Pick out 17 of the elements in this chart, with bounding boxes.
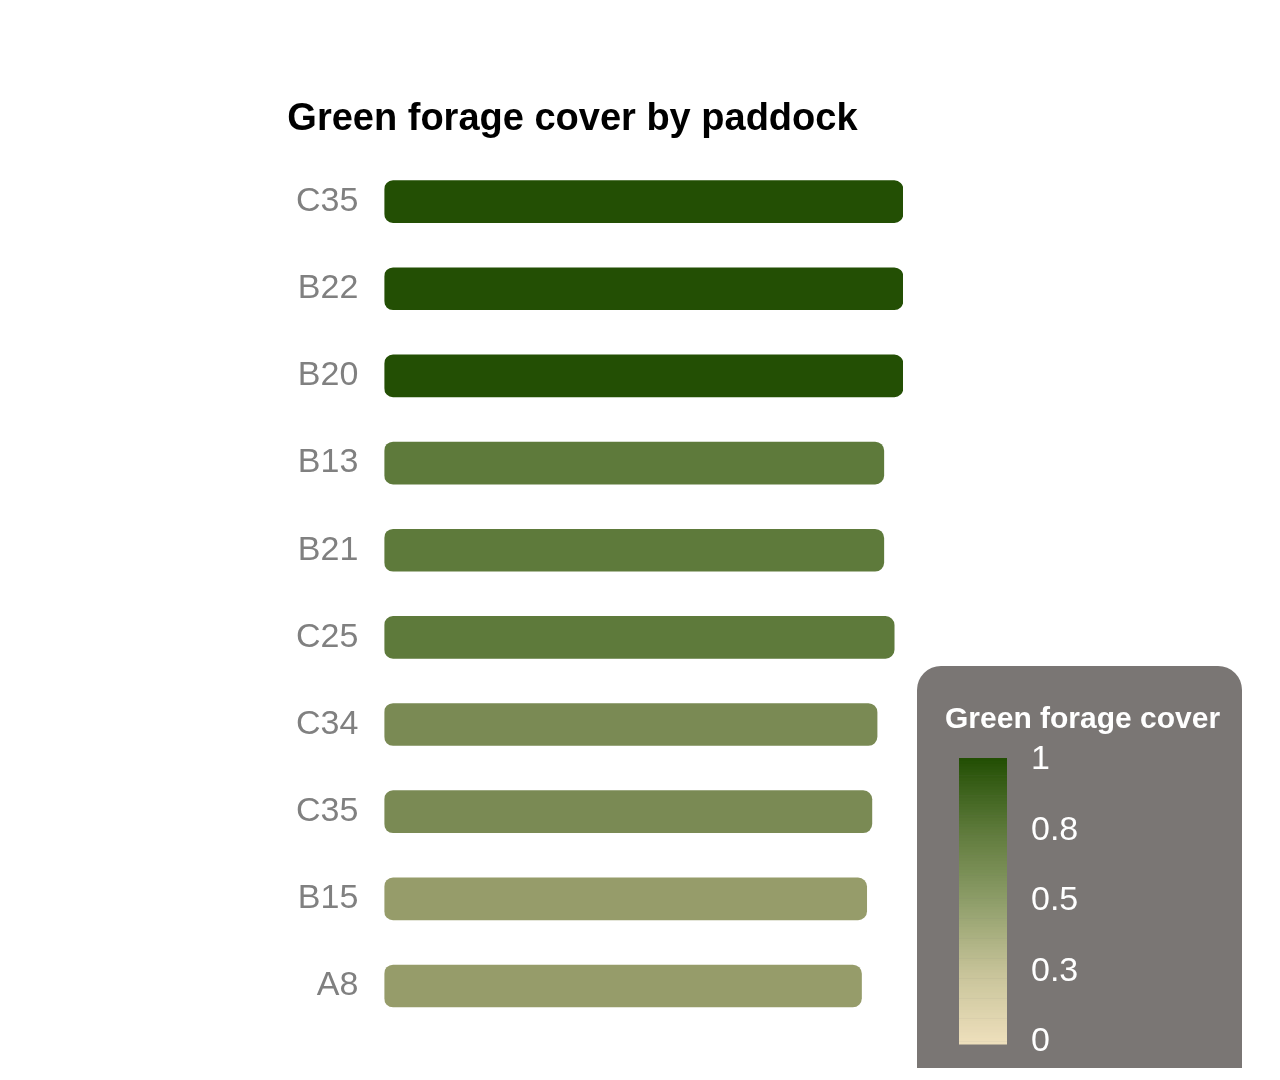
y-tick-label: C34 — [296, 702, 359, 741]
y-tick-label: C35 — [296, 179, 359, 218]
y-tick-label: C25 — [296, 615, 359, 654]
y-tick-label: C35 — [296, 790, 359, 829]
y-tick-label: B22 — [297, 267, 359, 306]
color-bar-label: 0.3 — [1031, 949, 1079, 988]
y-tick-label: A8 — [316, 964, 359, 1003]
color-bar-title: Green forage cover — [945, 701, 1221, 734]
color-bar-label: 1 — [1031, 738, 1050, 777]
chart-title: Green forage cover by paddock — [287, 96, 859, 138]
y-tick-label: B20 — [297, 354, 359, 393]
y-tick-label: B13 — [297, 441, 359, 480]
y-tick-label: B21 — [297, 528, 359, 567]
color-bar-label: 0.8 — [1031, 808, 1079, 847]
color-bar-label: 0 — [1031, 1020, 1050, 1059]
y-tick-label: B15 — [297, 877, 359, 916]
color-bar-label: 0.5 — [1031, 879, 1079, 918]
